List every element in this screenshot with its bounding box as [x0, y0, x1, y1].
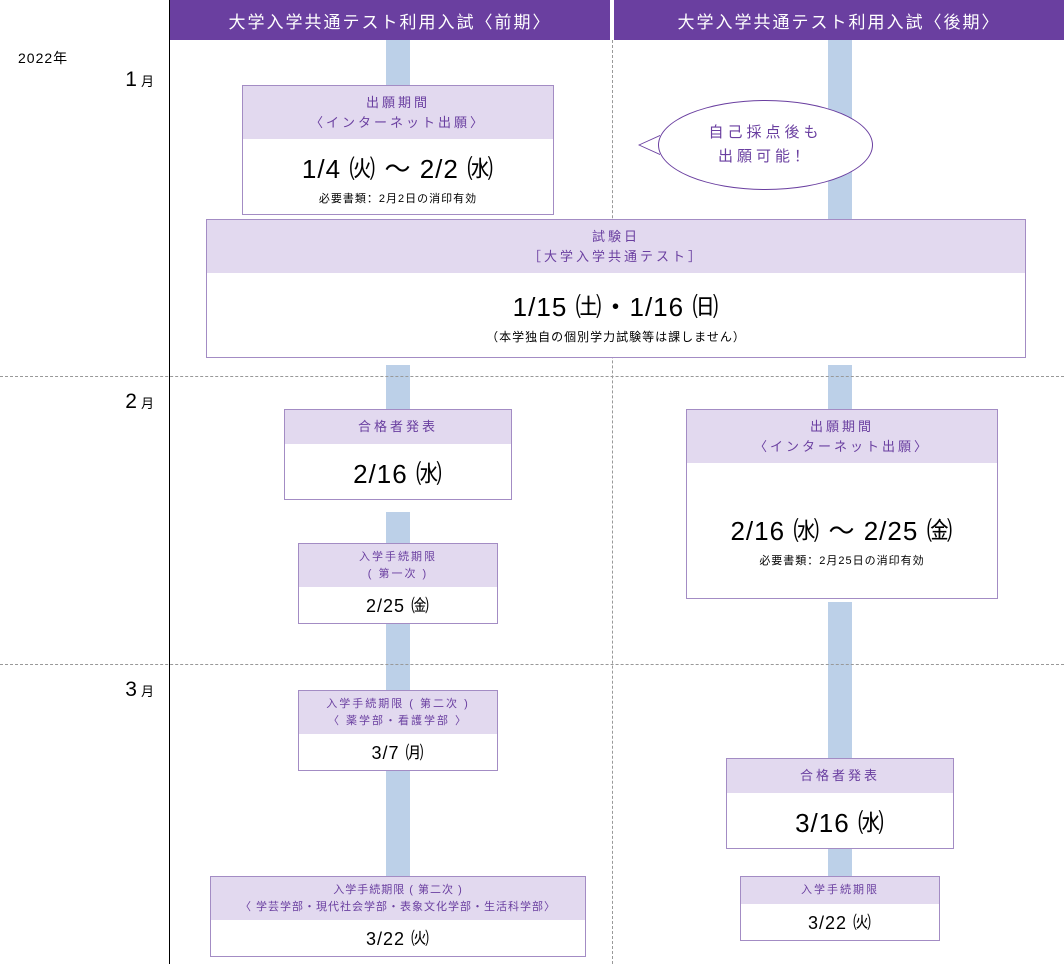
kouki-result-box: 合格者発表 3/16 ㈬ [726, 758, 954, 849]
bubble-line1: 自己採点後も [708, 121, 822, 145]
timeline-column: 2022年 1月 2月 3月 [0, 0, 170, 964]
box-body: 3/7 ㈪ [299, 734, 497, 770]
horizontal-dash [0, 664, 1064, 665]
month-label: 1月 [125, 68, 155, 92]
box-header: 出願期間〈インターネット出願〉 [243, 86, 553, 139]
year-label: 2022年 [18, 48, 68, 68]
box-header: 合格者発表 [285, 410, 511, 444]
flow-connector [386, 614, 410, 692]
box-header: 入学手続期限 ( 第二次 )〈 学芸学部・現代社会学部・表象文化学部・生活科学部… [211, 877, 585, 920]
box-date: 1/4 ㈫ ～ 2/2 ㈬ [247, 149, 549, 186]
month-label: 2月 [125, 390, 155, 414]
header-zenki: 大学入学共通テスト利用入試〈前期〉 [170, 0, 610, 40]
box-header: 入学手続期限( 第一次 ) [299, 544, 497, 587]
box-body: 2/16 ㈬ ～ 2/25 ㈮必要書類：2月25日の消印有効 [687, 463, 997, 598]
box-note: 必要書類：2月25日の消印有効 [691, 552, 993, 568]
flow-connector [386, 759, 410, 877]
zenki-proc2b-box: 入学手続期限 ( 第二次 )〈 学芸学部・現代社会学部・表象文化学部・生活科学部… [210, 876, 586, 957]
box-body: 3/22 ㈫ [741, 904, 939, 940]
horizontal-dash [0, 376, 1064, 377]
box-date: 1/15 ㈯・1/16 ㈰ [211, 287, 1021, 324]
bubble-line2: 出願可能！ [718, 145, 813, 169]
note-bubble: 自己採点後も 出願可能！ [658, 100, 873, 190]
flow-connector [828, 848, 852, 878]
box-date: 2/16 ㈬ ～ 2/25 ㈮ [691, 511, 993, 548]
box-date: 3/22 ㈫ [215, 925, 581, 951]
bubble-tail [638, 135, 660, 155]
flow-connector [386, 365, 410, 411]
flow-connector [828, 602, 852, 760]
box-body: 1/15 ㈯・1/16 ㈰ （本学独自の個別学力試験等は課しません） [207, 273, 1025, 357]
main-area: 大学入学共通テスト利用入試〈前期〉 大学入学共通テスト利用入試〈後期〉 出願期間… [170, 0, 1064, 964]
box-note: 必要書類：2月2日の消印有効 [247, 190, 549, 206]
box-date: 2/16 ㈬ [289, 454, 507, 491]
box-header: 試験日［大学入学共通テスト］ [207, 220, 1025, 273]
box-date: 3/22 ㈫ [745, 909, 935, 935]
box-date: 3/16 ㈬ [731, 803, 949, 840]
box-body: 2/16 ㈬ [285, 444, 511, 499]
zenki-proc2a-box: 入学手続期限 ( 第二次 )〈 薬学部・看護学部 〉 3/7 ㈪ [298, 690, 498, 771]
box-header: 合格者発表 [727, 759, 953, 793]
zenki-application-box: 出願期間〈インターネット出願〉1/4 ㈫ ～ 2/2 ㈬必要書類：2月2日の消印… [242, 85, 554, 215]
exam-day-box: 試験日［大学入学共通テスト］ 1/15 ㈯・1/16 ㈰ （本学独自の個別学力試験等… [206, 219, 1026, 358]
flow-connector [828, 365, 852, 411]
vertical-divider [612, 40, 613, 964]
box-date: 2/25 ㈮ [303, 592, 493, 618]
box-header: 入学手続期限 [741, 877, 939, 904]
flow-connector [386, 512, 410, 544]
kouki-proc-box: 入学手続期限 3/22 ㈫ [740, 876, 940, 941]
header-kouki: 大学入学共通テスト利用入試〈後期〉 [614, 0, 1064, 40]
zenki-proc1-box: 入学手続期限( 第一次 ) 2/25 ㈮ [298, 543, 498, 624]
box-body: 1/4 ㈫ ～ 2/2 ㈬必要書類：2月2日の消印有効 [243, 139, 553, 214]
box-note: （本学独自の個別学力試験等は課しません） [211, 328, 1021, 345]
box-body: 3/16 ㈬ [727, 793, 953, 848]
zenki-result-box: 合格者発表 2/16 ㈬ [284, 409, 512, 500]
month-label: 3月 [125, 678, 155, 702]
box-header: 出願期間〈インターネット出願〉 [687, 410, 997, 463]
flow-connector [386, 40, 410, 86]
box-body: 2/25 ㈮ [299, 587, 497, 623]
box-header: 入学手続期限 ( 第二次 )〈 薬学部・看護学部 〉 [299, 691, 497, 734]
box-body: 3/22 ㈫ [211, 920, 585, 956]
kouki-application-box: 出願期間〈インターネット出願〉2/16 ㈬ ～ 2/25 ㈮必要書類：2月25日… [686, 409, 998, 599]
box-date: 3/7 ㈪ [303, 739, 493, 765]
